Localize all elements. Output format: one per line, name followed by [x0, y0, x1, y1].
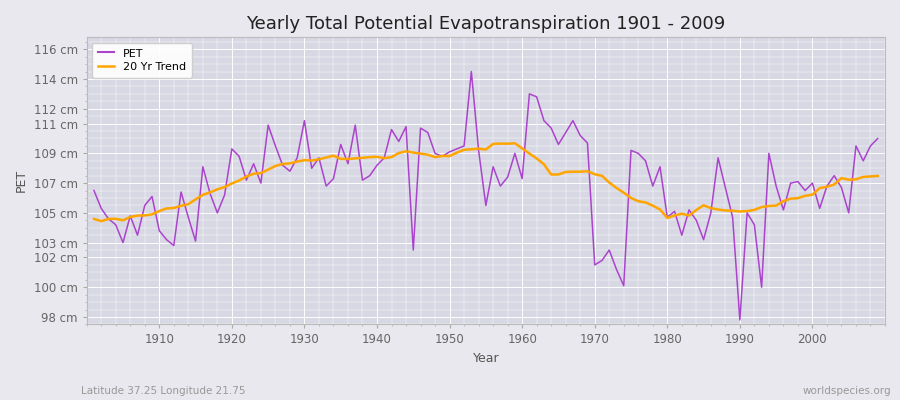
- Text: worldspecies.org: worldspecies.org: [803, 386, 891, 396]
- Title: Yearly Total Potential Evapotranspiration 1901 - 2009: Yearly Total Potential Evapotranspiratio…: [247, 15, 725, 33]
- Text: Latitude 37.25 Longitude 21.75: Latitude 37.25 Longitude 21.75: [81, 386, 246, 396]
- Y-axis label: PET: PET: [15, 169, 28, 192]
- Legend: PET, 20 Yr Trend: PET, 20 Yr Trend: [93, 43, 192, 78]
- X-axis label: Year: Year: [472, 352, 500, 365]
